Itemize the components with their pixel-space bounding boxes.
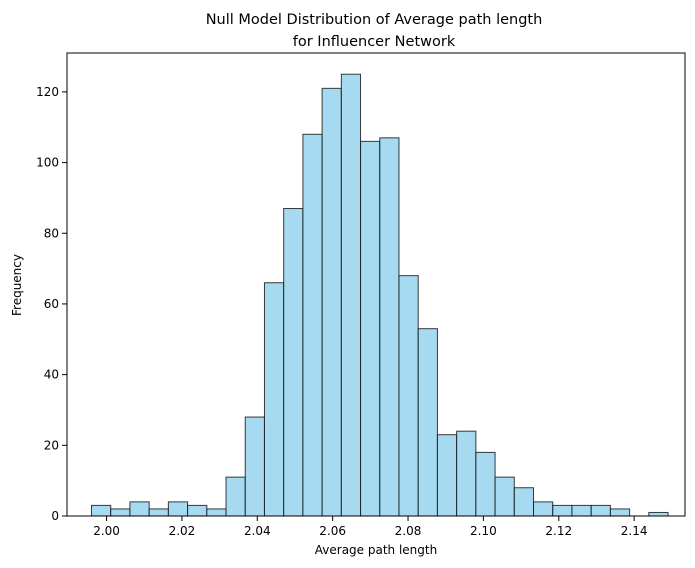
x-tick-label: 2.08	[395, 524, 422, 538]
histogram-bar	[379, 137, 400, 517]
histogram-bar	[206, 508, 227, 517]
bars-group	[90, 73, 669, 517]
y-tick-label: 20	[44, 438, 59, 452]
y-axis-label: Frequency	[10, 254, 24, 316]
x-axis-label: Average path length	[315, 543, 437, 557]
histogram-bar	[340, 73, 362, 517]
histogram-bar	[90, 504, 112, 517]
histogram-bar	[571, 504, 592, 517]
x-tick-label: 2.10	[470, 524, 497, 538]
histogram-bar	[360, 140, 381, 517]
histogram-bar	[244, 416, 265, 517]
histogram-bar	[436, 434, 458, 517]
x-tick-label: 2.02	[169, 524, 196, 538]
x-tick-label: 2.04	[244, 524, 271, 538]
histogram-bar	[552, 504, 573, 517]
histogram-bar	[494, 476, 515, 517]
histogram-bar	[456, 430, 477, 517]
histogram-bar	[263, 282, 285, 517]
histogram-bar	[302, 133, 323, 517]
histogram-bar	[187, 504, 208, 517]
y-tick-label: 60	[44, 297, 59, 311]
histogram-bar	[609, 508, 631, 517]
x-tick-label: 2.14	[621, 524, 648, 538]
histogram-bar	[533, 501, 554, 517]
histogram-bar	[129, 501, 150, 517]
y-ticks-group: 0 20 40 60 80 100 120	[36, 85, 67, 523]
histogram-bar	[167, 501, 189, 517]
histogram-bar	[648, 511, 669, 517]
histogram-bar	[398, 275, 419, 517]
chart-title-line-1: Null Model Distribution of Average path …	[206, 12, 543, 28]
histogram-bar	[225, 476, 246, 517]
y-tick-label: 40	[44, 368, 59, 382]
y-tick-label: 120	[36, 85, 59, 99]
histogram-bar	[110, 508, 131, 517]
x-tick-label: 2.06	[319, 524, 346, 538]
histogram-bar	[590, 504, 611, 517]
x-tick-label: 2.12	[545, 524, 572, 538]
y-tick-label: 100	[36, 156, 59, 170]
x-ticks-group: 2.00 2.02 2.04 2.06 2.08 2.10 2.12 2.14	[93, 516, 647, 538]
histogram-bar	[283, 208, 304, 517]
x-tick-label: 2.00	[93, 524, 120, 538]
histogram-bar	[321, 87, 342, 517]
histogram-bar	[475, 451, 496, 517]
histogram-bar	[148, 508, 169, 517]
plot-frame	[66, 52, 686, 517]
y-tick-label: 0	[51, 509, 59, 523]
y-tick-label: 80	[44, 226, 59, 240]
histogram-bar	[417, 328, 438, 517]
histogram-bar	[513, 487, 535, 517]
chart-title-line-2: for Influencer Network	[293, 34, 456, 50]
